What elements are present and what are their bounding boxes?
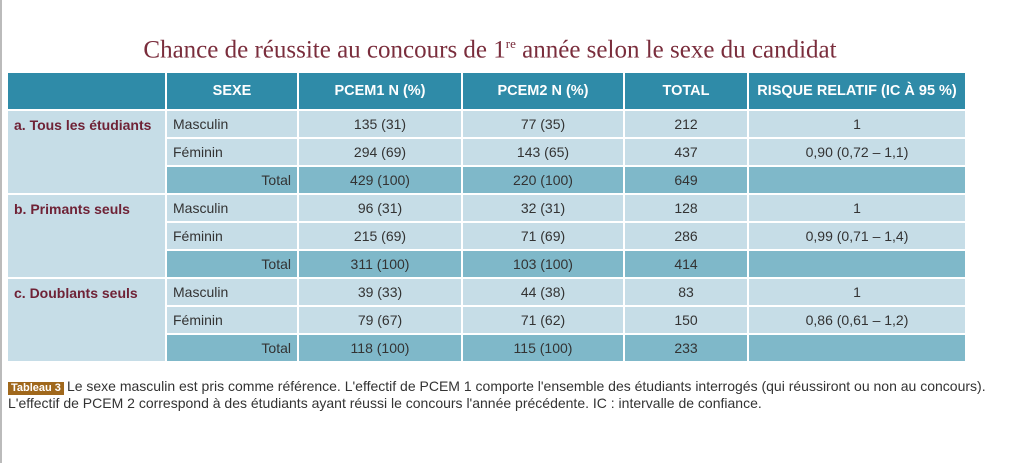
value-cell: 79 (67): [299, 307, 461, 333]
value-cell: 115 (100): [463, 335, 623, 361]
value-cell: 233: [625, 335, 747, 361]
sex-cell: Total: [167, 167, 297, 193]
page-border: [0, 0, 2, 463]
table-caption: Tableau 3 Le sexe masculin est pris comme…: [8, 378, 998, 412]
header-row: SEXE PCEM1 N (%) PCEM2 N (%) TOTAL RISQU…: [8, 73, 965, 109]
title-text-rest: année selon le sexe du candidat: [515, 36, 837, 64]
value-cell: 150: [625, 307, 747, 333]
value-cell: 286: [625, 223, 747, 249]
table-title: Chance de réussite au concours de 1re an…: [0, 36, 980, 64]
title-sup: re: [505, 36, 516, 51]
value-cell: 83: [625, 279, 747, 305]
value-cell: 96 (31): [299, 195, 461, 221]
title-text: Chance de réussite au concours de 1: [143, 36, 506, 64]
sex-cell: Total: [167, 335, 297, 361]
value-cell: 212: [625, 111, 747, 137]
caption-text: Le sexe masculin est pris comme référenc…: [8, 378, 986, 411]
header-cell: RISQUE RELATIF (IC À 95 %): [749, 73, 965, 109]
caption-badge: Tableau 3: [8, 382, 64, 395]
header-cell: SEXE: [167, 73, 297, 109]
value-cell: 32 (31): [463, 195, 623, 221]
value-cell: 220 (100): [463, 167, 623, 193]
value-cell: [749, 335, 965, 361]
results-table: SEXE PCEM1 N (%) PCEM2 N (%) TOTAL RISQU…: [6, 71, 967, 363]
sex-cell: Masculin: [167, 279, 297, 305]
value-cell: 44 (38): [463, 279, 623, 305]
table-row: Total 311 (100) 103 (100) 414: [8, 251, 965, 277]
value-cell: 1: [749, 195, 965, 221]
value-cell: 649: [625, 167, 747, 193]
value-cell: 1: [749, 111, 965, 137]
value-cell: 39 (33): [299, 279, 461, 305]
table-row: c. Doublants seuls Masculin 39 (33) 44 (38)…: [8, 279, 965, 361]
table-row: Total 429 (100) 220 (100) 649: [8, 167, 965, 193]
group-label: a. Tous les étudiants: [8, 111, 165, 193]
group-label: b. Primants seuls: [8, 195, 165, 277]
value-cell: 135 (31): [299, 111, 461, 137]
value-cell: 71 (62): [463, 307, 623, 333]
header-cell: [8, 73, 165, 109]
header-cell: PCEM2 N (%): [463, 73, 623, 109]
table-row: a. Tous les étudiants Masculin 135 (31) 77 …: [8, 111, 965, 193]
value-cell: 0,90 (0,72 – 1,1): [749, 139, 965, 165]
table-row: Féminin 294 (69) 143 (65) 437 0,90 (0,72 – 1…: [8, 139, 965, 165]
value-cell: 128: [625, 195, 747, 221]
header-cell: TOTAL: [625, 73, 747, 109]
group-label: c. Doublants seuls: [8, 279, 165, 361]
value-cell: 311 (100): [299, 251, 461, 277]
value-cell: 294 (69): [299, 139, 461, 165]
value-cell: 143 (65): [463, 139, 623, 165]
value-cell: 77 (35): [463, 111, 623, 137]
value-cell: [749, 251, 965, 277]
sex-cell: Masculin: [167, 195, 297, 221]
sex-cell: Masculin: [167, 111, 297, 137]
sex-cell: Féminin: [167, 307, 297, 333]
sex-cell: Féminin: [167, 139, 297, 165]
table-row: Féminin 215 (69) 71 (69) 286 0,99 (0,71 – 1,…: [8, 223, 965, 249]
sex-cell: Féminin: [167, 223, 297, 249]
value-cell: [749, 167, 965, 193]
value-cell: 0,99 (0,71 – 1,4): [749, 223, 965, 249]
value-cell: 103 (100): [463, 251, 623, 277]
table-row: Total 118 (100) 115 (100) 233: [8, 335, 965, 361]
value-cell: 71 (69): [463, 223, 623, 249]
table-row: Féminin 79 (67) 71 (62) 150 0,86 (0,61 – 1,2…: [8, 307, 965, 333]
value-cell: 1: [749, 279, 965, 305]
value-cell: 118 (100): [299, 335, 461, 361]
table-row: b. Primants seuls Masculin 96 (31) 32 (31) 1…: [8, 195, 965, 277]
value-cell: 437: [625, 139, 747, 165]
sex-cell: Total: [167, 251, 297, 277]
value-cell: 0,86 (0,61 – 1,2): [749, 307, 965, 333]
value-cell: 215 (69): [299, 223, 461, 249]
header-cell: PCEM1 N (%): [299, 73, 461, 109]
value-cell: 429 (100): [299, 167, 461, 193]
value-cell: 414: [625, 251, 747, 277]
